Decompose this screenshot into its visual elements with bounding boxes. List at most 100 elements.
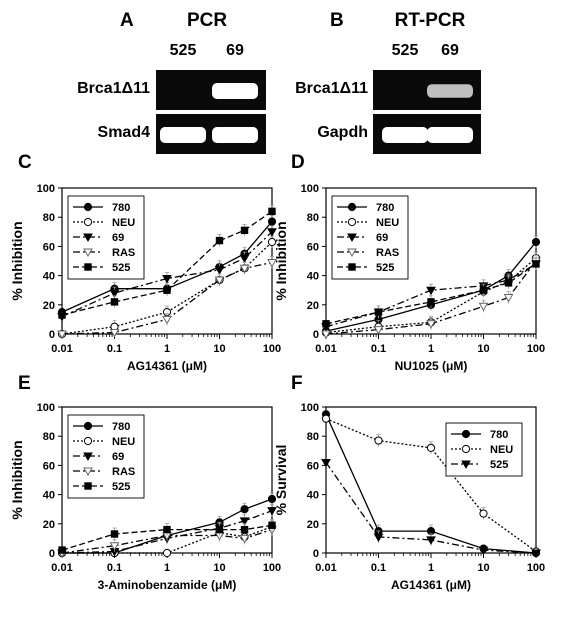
data-point — [58, 311, 66, 319]
x-tick-label: 1 — [428, 562, 434, 574]
series-line — [61, 510, 273, 554]
data-point — [162, 315, 172, 325]
legend: 780 NEU 69 RAS 525 — [331, 195, 409, 280]
data-point — [427, 298, 435, 306]
series-line — [62, 526, 273, 554]
data-point — [239, 254, 250, 264]
y-tick-label: 40 — [307, 271, 319, 283]
panel-label-a: A — [120, 10, 134, 31]
x-axis-label: AG14361 (μM) — [391, 578, 471, 592]
x-tick-label: 10 — [213, 343, 225, 355]
legend-label: NEU — [376, 217, 399, 229]
legend-label: 525 — [490, 459, 508, 471]
data-point — [426, 320, 436, 329]
y-tick-label: 40 — [43, 490, 55, 502]
y-tick-label: 60 — [43, 460, 55, 472]
y-tick-label: 80 — [43, 431, 55, 443]
y-tick-label: 60 — [43, 241, 55, 253]
data-point — [374, 436, 383, 445]
data-point — [426, 443, 436, 452]
x-tick-label: 0.1 — [107, 343, 122, 355]
legend-label: 780 — [490, 429, 508, 441]
x-axis-label: 3-Aminobenzamide (μM) — [98, 578, 237, 592]
data-point — [267, 494, 277, 504]
y-tick-label: 0 — [49, 329, 55, 341]
gel-row-label-b-2: Gapdh — [317, 124, 368, 141]
panel-label: E — [18, 373, 31, 394]
series-line — [61, 221, 273, 313]
legend-marker — [84, 263, 92, 271]
data-point — [239, 264, 250, 274]
x-tick-label: 0.1 — [107, 562, 122, 574]
legend-marker — [347, 217, 357, 227]
series-line — [325, 263, 537, 325]
y-tick-label: 100 — [301, 402, 319, 414]
series-525 — [58, 204, 276, 319]
y-tick-label: 20 — [43, 519, 55, 531]
data-point — [214, 276, 225, 285]
legend-marker — [84, 482, 92, 490]
y-tick-label: 40 — [307, 490, 319, 502]
y-tick-label: 80 — [43, 212, 55, 224]
y-tick-label: 0 — [49, 548, 55, 560]
legend-marker — [461, 444, 471, 454]
panel-label-b: B — [330, 10, 344, 31]
legend-label: 780 — [112, 421, 130, 433]
data-point — [531, 549, 541, 559]
chart-panel-d: D 0 20 40 60 80 100 0.01 0.1 1 10 100 NU1025 (μM) % I… — [273, 152, 545, 373]
legend-marker — [83, 248, 93, 258]
gel-row-label-a-1: Brca1Δ11 — [77, 80, 150, 97]
x-tick-label: 0.01 — [315, 562, 336, 574]
data-point — [240, 525, 249, 534]
data-point — [110, 530, 119, 538]
gel-panel-a: A PCR 525 69 Brca1Δ11 Smad4 — [77, 10, 266, 154]
legend-label: 525 — [112, 481, 130, 493]
data-point — [426, 286, 436, 296]
gel-row-label-b-1: Brca1Δ11 — [295, 80, 368, 97]
legend-marker — [461, 460, 471, 470]
lane-label-b-1: 525 — [392, 42, 419, 59]
legend-box — [445, 422, 523, 477]
legend-box — [67, 414, 145, 499]
legend-label: 780 — [376, 202, 394, 214]
legend-label: 780 — [112, 202, 130, 214]
x-tick-label: 0.01 — [51, 562, 72, 574]
gel-band — [160, 127, 206, 143]
y-tick-label: 0 — [313, 329, 319, 341]
data-point — [215, 236, 224, 245]
data-point — [268, 207, 276, 216]
legend-box — [67, 195, 145, 280]
gel-band — [212, 83, 258, 99]
legend-marker — [348, 263, 356, 271]
legend: 780 NEU 69 RAS 525 — [67, 414, 145, 499]
gel-band — [427, 84, 473, 98]
legend: 780 NEU 525 — [445, 422, 523, 477]
y-tick-label: 80 — [307, 431, 319, 443]
data-point — [267, 228, 277, 237]
panel-label: F — [291, 373, 303, 394]
chart-panel-e: E 0 20 40 60 80 100 0.01 0.1 1 10 100 3-Aminobenzami… — [9, 373, 281, 592]
legend-marker — [347, 233, 357, 243]
legend-marker — [461, 429, 471, 439]
gel-band — [427, 127, 473, 143]
data-point — [321, 458, 331, 468]
legend-label: NEU — [112, 217, 135, 229]
data-point — [109, 329, 120, 338]
x-tick-label: 100 — [527, 343, 545, 355]
data-point — [110, 298, 119, 306]
gel-title-a: PCR — [187, 10, 227, 31]
legend-label: 69 — [376, 232, 388, 244]
data-point — [214, 266, 225, 275]
y-tick-label: 40 — [43, 271, 55, 283]
data-point — [503, 294, 514, 303]
legend-label: 525 — [112, 262, 130, 274]
data-point — [321, 414, 331, 423]
legend-marker — [83, 233, 93, 243]
lane-label-a-1: 525 — [170, 42, 197, 59]
data-point — [58, 546, 66, 554]
series-ras — [57, 256, 277, 340]
data-point — [426, 536, 436, 545]
x-tick-label: 0.01 — [51, 343, 72, 355]
